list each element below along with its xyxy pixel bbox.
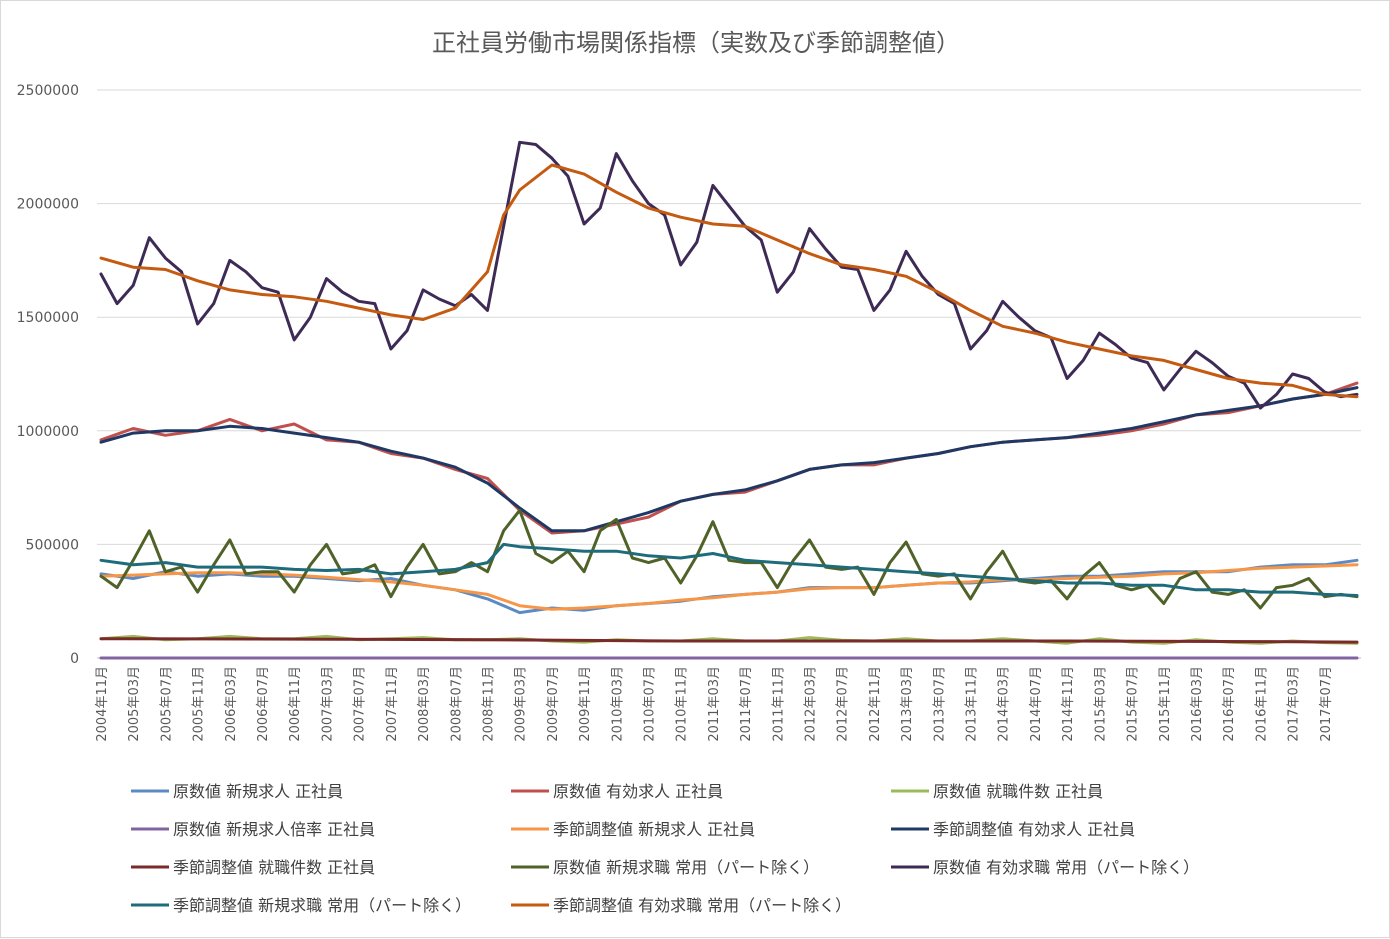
x-tick-label: 2015年07月 <box>1126 666 1141 742</box>
legend-label: 季節調整値 就職件数 正社員 <box>173 858 375 877</box>
x-tick-label: 2005年03月 <box>127 666 142 742</box>
x-tick-label: 2016年03月 <box>1190 666 1205 742</box>
x-tick-label: 2012年03月 <box>804 666 819 742</box>
x-tick-label: 2015年11月 <box>1158 666 1173 742</box>
legend-label: 季節調整値 有効求職 常用（パート除く） <box>553 896 851 915</box>
x-tick-label: 2009年03月 <box>514 666 529 742</box>
y-axis-ticks: 0 500000 1000000 1500000 2000000 2500000 <box>17 83 79 667</box>
legend-label: 季節調整値 新規求職 常用（パート除く） <box>173 896 471 915</box>
x-tick-label: 2013年11月 <box>965 666 980 742</box>
x-tick-label: 2016年07月 <box>1222 666 1237 742</box>
y-tick-label: 1500000 <box>17 310 79 326</box>
series-line <box>99 381 1359 535</box>
x-tick-label: 2009年07月 <box>546 666 561 742</box>
x-tick-label: 2014年11月 <box>1061 666 1076 742</box>
x-tick-label: 2006年07月 <box>256 666 271 742</box>
legend-label: 原数値 新規求職 常用（パート除く） <box>553 858 819 877</box>
x-tick-label: 2014年03月 <box>997 666 1012 742</box>
x-tick-label: 2006年11月 <box>288 666 303 742</box>
x-tick-label: 2013年07月 <box>932 666 947 742</box>
x-tick-label: 2012年11月 <box>868 666 883 742</box>
legend-label: 原数値 新規求人 正社員 <box>173 782 343 801</box>
x-tick-label: 2017年07月 <box>1319 666 1334 742</box>
x-tick-label: 2011年03月 <box>707 666 722 742</box>
x-tick-label: 2008年11月 <box>482 666 497 742</box>
legend-label: 原数値 就職件数 正社員 <box>933 782 1103 801</box>
x-tick-label: 2005年11月 <box>192 666 207 742</box>
x-tick-label: 2011年11月 <box>771 666 786 742</box>
legend: 原数値 新規求人 正社員 原数値 有効求人 正社員 原数値 就職件数 正社員原数値 … <box>131 782 1199 915</box>
x-tick-label: 2017年03月 <box>1287 666 1302 742</box>
x-tick-label: 2006年03月 <box>224 666 239 742</box>
y-tick-label: 1000000 <box>17 424 79 440</box>
series-line <box>99 637 1359 644</box>
y-tick-label: 0 <box>70 651 79 667</box>
legend-label: 季節調整値 新規求人 正社員 <box>553 820 755 839</box>
x-tick-label: 2014年07月 <box>1029 666 1044 742</box>
series-lines <box>99 140 1359 660</box>
x-tick-label: 2010年07月 <box>643 666 658 742</box>
chart-title: 正社員労働市場関係指標（実数及び季節調整値） <box>432 29 960 57</box>
x-tick-label: 2007年11月 <box>385 666 400 742</box>
legend-label: 季節調整値 有効求人 正社員 <box>933 820 1135 839</box>
x-tick-label: 2008年07月 <box>449 666 464 742</box>
x-tick-label: 2009年11月 <box>578 666 593 742</box>
legend-label: 原数値 有効求職 常用（パート除く） <box>933 858 1199 877</box>
x-tick-label: 2008年03月 <box>417 666 432 742</box>
x-tick-label: 2011年07月 <box>739 666 754 742</box>
legend-label: 原数値 有効求人 正社員 <box>553 782 723 801</box>
series-line <box>99 386 1359 533</box>
x-tick-label: 2007年07月 <box>353 666 368 742</box>
x-tick-label: 2005年07月 <box>159 666 174 742</box>
y-tick-label: 2500000 <box>17 83 79 99</box>
x-tick-label: 2004年11月 <box>95 666 110 742</box>
x-tick-label: 2007年03月 <box>321 666 336 742</box>
x-tick-label: 2010年11月 <box>675 666 690 742</box>
series-line <box>99 542 1359 597</box>
x-tick-label: 2013年03月 <box>900 666 915 742</box>
series-line <box>99 140 1359 410</box>
series-line <box>99 508 1359 610</box>
x-tick-label: 2012年07月 <box>836 666 851 742</box>
series-line <box>99 163 1359 399</box>
y-tick-label: 2000000 <box>17 197 79 213</box>
x-tick-label: 2010年03月 <box>610 666 625 742</box>
legend-label: 原数値 新規求人倍率 正社員 <box>173 820 375 839</box>
y-tick-label: 500000 <box>26 537 79 553</box>
x-tick-label: 2015年03月 <box>1093 666 1108 742</box>
x-tick-label: 2016年11月 <box>1254 666 1269 742</box>
x-axis-ticks: 2004年11月 2005年03月 2005年07月 2005年11月 2006年03月… <box>95 666 1334 742</box>
series-line <box>99 563 1359 611</box>
